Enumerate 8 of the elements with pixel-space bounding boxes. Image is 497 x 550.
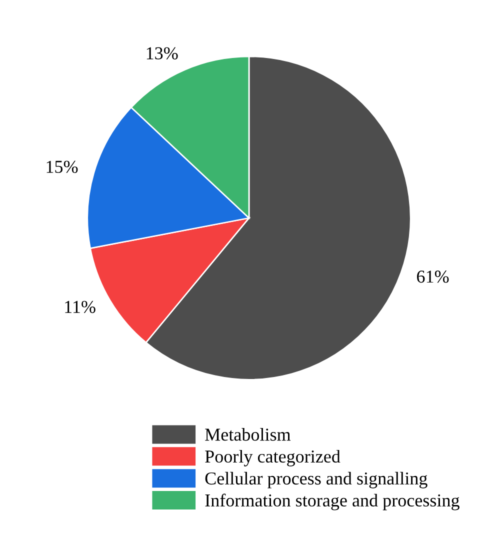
- legend-label: Metabolism: [205, 428, 291, 441]
- legend-label: Poorly categorized: [205, 450, 340, 466]
- data-label: 15%: [46, 160, 78, 173]
- legend-label: Information storage and processing: [205, 494, 460, 510]
- data-label: 61%: [417, 270, 449, 283]
- data-label: 13%: [146, 47, 178, 60]
- data-label: 11%: [65, 300, 96, 314]
- legend-label: Cellular process and signalling: [205, 472, 428, 488]
